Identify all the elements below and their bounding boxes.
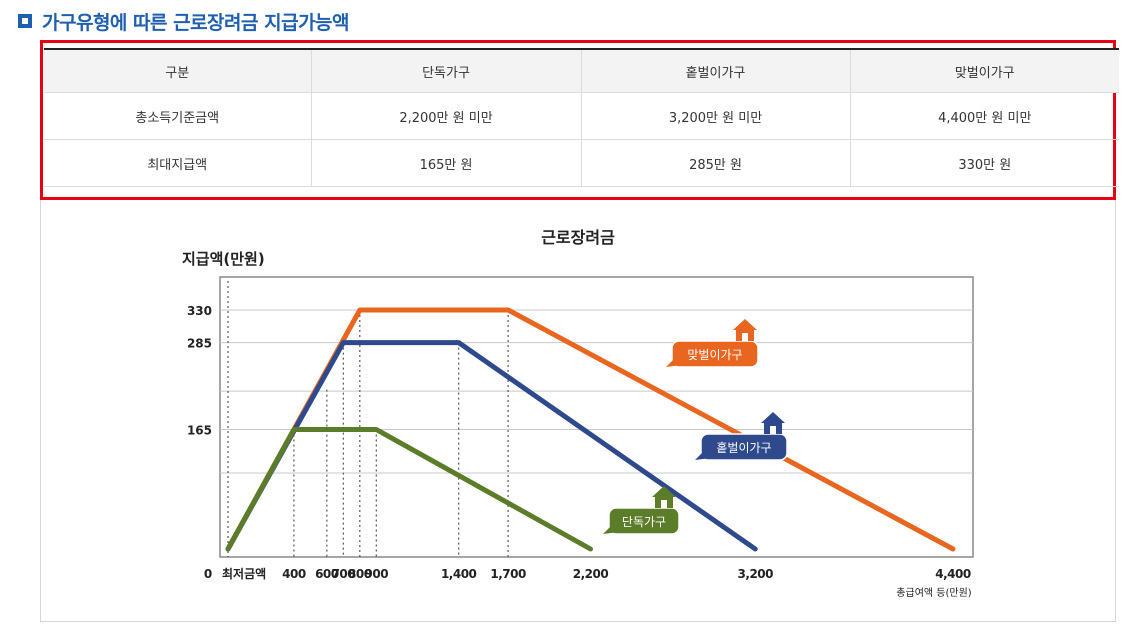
header-single-earner: 홑벌이가구 <box>580 48 850 93</box>
row-label: 총소득기준금액 <box>44 92 311 140</box>
table-cell: 330만 원 <box>849 139 1119 187</box>
house-icon <box>742 333 748 341</box>
house-icon <box>661 500 667 508</box>
series-label-badge <box>671 340 759 368</box>
series-label-badge <box>608 507 680 535</box>
plot-area <box>219 276 974 558</box>
x-tick-label: 1,700 <box>490 567 526 581</box>
x-axis-label: 총급여액 등(만원) <box>896 587 971 599</box>
series-label-tail <box>603 526 619 534</box>
x-tick-label: 3,200 <box>738 567 774 581</box>
series-label-badge <box>700 433 788 461</box>
y-axis-label: 지급액(만원) <box>182 250 265 268</box>
legend-label: 맞벌이가구 <box>687 348 742 362</box>
table-row: 최대지급액 165만 원 285만 원 330만 원 <box>44 139 1119 187</box>
chart-title: 근로장려금 <box>541 228 615 247</box>
table-cell: 285만 원 <box>580 139 850 187</box>
header-category: 구분 <box>44 48 311 93</box>
x-tick-label: 400 <box>282 567 306 581</box>
table-row: 총소득기준금액 2,200만 원 미만 3,200만 원 미만 4,400만 원… <box>44 92 1119 140</box>
x-tick-label: 900 <box>365 567 389 581</box>
x-tick-label: 800 <box>348 567 372 581</box>
house-icon <box>770 426 776 434</box>
chart-container <box>40 200 1116 622</box>
x-tick-label: 4,400 <box>935 567 971 581</box>
x-tick-label: 1,400 <box>441 567 477 581</box>
house-icon <box>733 319 757 330</box>
y-origin-label: 0 <box>204 567 212 581</box>
table-header-row: 구분 단독가구 홑벌이가구 맞벌이가구 <box>44 48 1119 93</box>
legend-label: 단독가구 <box>622 515 666 529</box>
header-dual-earner: 맞벌이가구 <box>849 48 1119 93</box>
house-icon <box>652 486 676 497</box>
table-cell: 165만 원 <box>310 139 581 187</box>
x-min-label: 최저금액 <box>222 566 266 581</box>
table-cell: 3,200만 원 미만 <box>580 92 850 140</box>
header-single: 단독가구 <box>310 48 581 93</box>
highlight-box: 구분 단독가구 홑벌이가구 맞벌이가구 총소득기준금액 2,200만 원 미만 … <box>40 40 1119 200</box>
series-line <box>225 427 593 552</box>
table-cell: 2,200만 원 미만 <box>310 92 581 140</box>
x-tick-label: 700 <box>332 567 356 581</box>
y-tick-label: 285 <box>187 337 212 351</box>
summary-table: 구분 단독가구 홑벌이가구 맞벌이가구 총소득기준금액 2,200만 원 미만 … <box>44 48 1119 187</box>
section-title: 가구유형에 따른 근로장려금 지급가능액 <box>42 11 350 34</box>
row-label: 최대지급액 <box>44 139 311 187</box>
x-tick-label: 2,200 <box>573 567 609 581</box>
square-bullet-icon <box>18 14 32 28</box>
table-cell: 4,400만 원 미만 <box>849 92 1119 140</box>
y-tick-label: 330 <box>187 304 212 318</box>
section-header: 가구유형에 따른 근로장려금 지급가능액 <box>18 6 350 36</box>
house-icon <box>761 412 785 423</box>
series-label-tail <box>695 452 711 460</box>
x-tick-label: 600 <box>315 567 339 581</box>
legend-label: 홑벌이가구 <box>716 441 771 455</box>
series-label-tail <box>666 359 682 367</box>
y-tick-label: 165 <box>187 424 212 438</box>
